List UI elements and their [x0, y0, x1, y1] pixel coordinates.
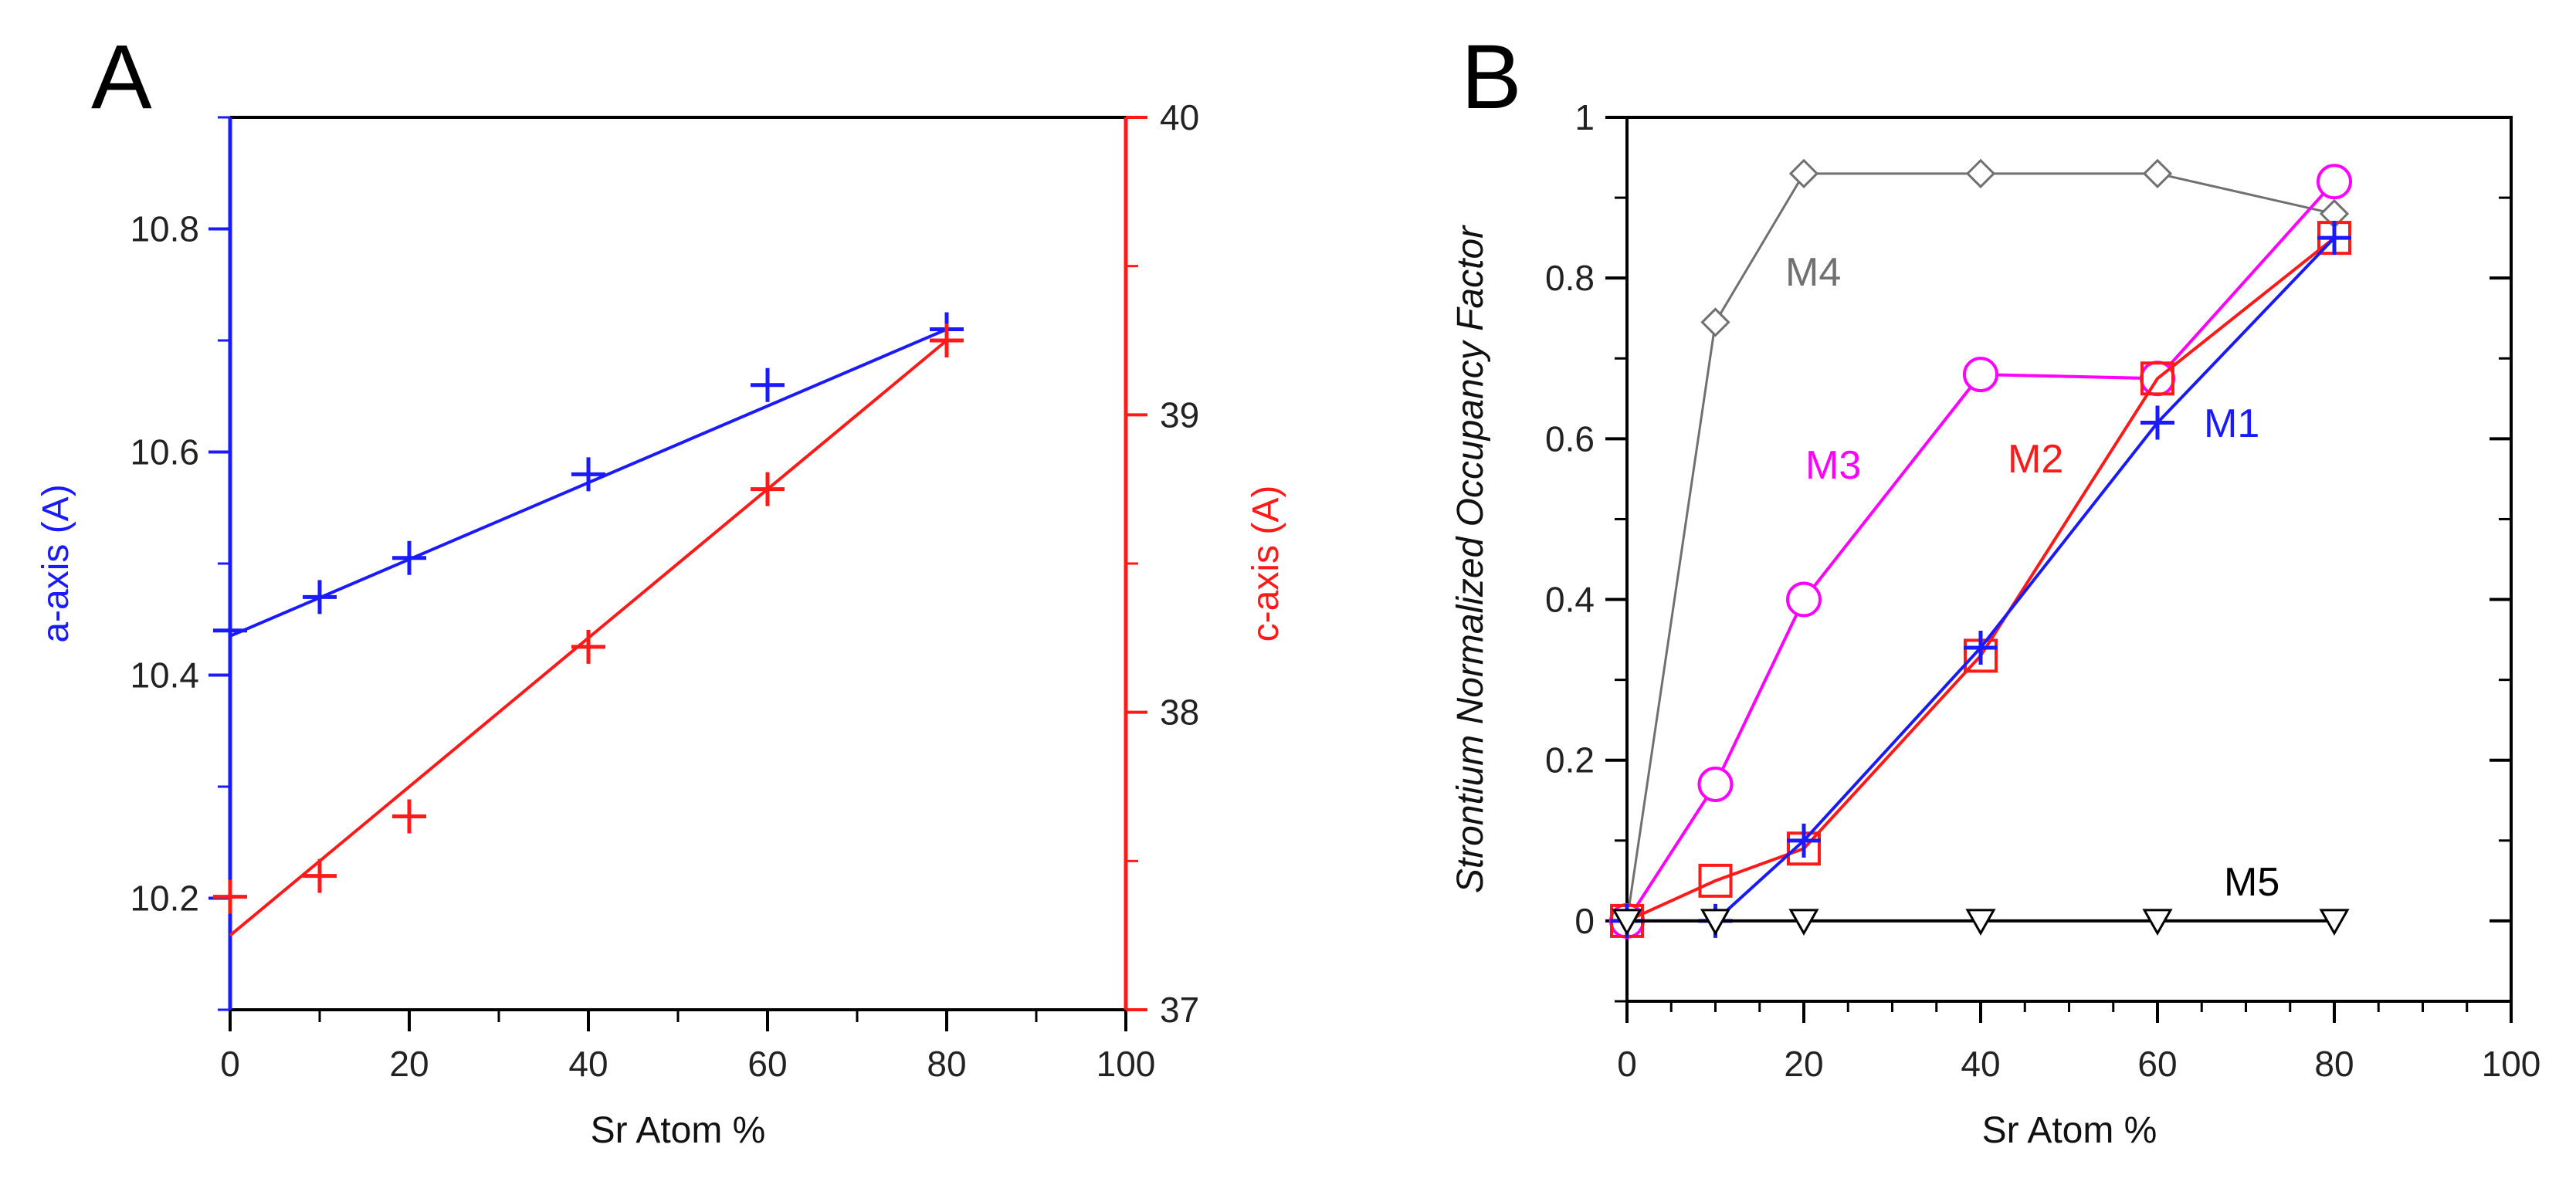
panel-b-y-tick-label: 0 — [1574, 901, 1595, 941]
panel-b-x-tick-label: 100 — [2482, 1044, 2541, 1084]
m3-line — [1625, 180, 2336, 922]
m3-point — [1697, 766, 1734, 802]
panel-a-left-tick-label: 10.4 — [130, 655, 199, 696]
c-axis-point — [392, 799, 426, 834]
panel-a-right-tick-label: 38 — [1160, 692, 1199, 733]
series-label-m2: M2 — [2008, 437, 2063, 482]
m1-point — [2140, 405, 2174, 440]
series-a-axis — [213, 312, 964, 648]
a-axis-point — [392, 540, 426, 575]
panel-b-series — [1609, 158, 2352, 939]
m1-point — [2317, 221, 2351, 256]
panel-a-left-tick-label: 10.8 — [130, 209, 199, 249]
panel-b-y-tick-label: 0.2 — [1545, 740, 1595, 780]
m5-point — [1700, 909, 1731, 936]
panel-b-x-tick-label: 40 — [1961, 1044, 2000, 1084]
c-axis-point — [930, 323, 964, 357]
m3-point — [1786, 581, 1822, 618]
panel-a-x-tick-label: 60 — [747, 1044, 787, 1084]
a-axis-point — [751, 367, 785, 402]
panel-a-x-ticks: 0 20 40 60 80 100 — [220, 1010, 1155, 1084]
m4-line — [1625, 172, 2335, 922]
panel-a-x-tick-label: 100 — [1096, 1044, 1156, 1084]
a-axis-point — [571, 457, 605, 492]
a-axis-point — [213, 613, 247, 648]
m4-point — [2142, 158, 2173, 188]
panel-b-y-tick-label: 0.6 — [1545, 418, 1595, 459]
m3-point — [2317, 164, 2352, 200]
panel-b-y-tick-label: 1 — [1574, 97, 1595, 137]
m2-point — [1698, 863, 1733, 898]
panel-b-x-axis-title: Sr Atom % — [1982, 1110, 2157, 1151]
panel-a-label: A — [91, 26, 152, 128]
c-axis-point — [751, 472, 785, 506]
panel-a-left-axis-title: a-axis (A) — [36, 484, 76, 642]
series-m4 — [1612, 158, 2350, 936]
panel-a: A 0 20 40 60 80 100 10.2 10.4 10.6 10.8 37 38 39 40… — [36, 26, 1286, 1151]
panel-b-x-tick-label: 60 — [2137, 1044, 2177, 1084]
panel-b-y-tick-label: 0.4 — [1545, 580, 1595, 620]
panel-a-right-tick-label: 39 — [1160, 394, 1199, 435]
m2-point — [2140, 361, 2174, 396]
panel-a-left-ticks: 10.2 10.4 10.6 10.8 — [130, 116, 230, 1011]
m5-point — [2319, 909, 2350, 936]
panel-b-label: B — [1461, 26, 1522, 128]
m4-point — [1965, 158, 1996, 188]
c-axis-point — [571, 629, 605, 664]
m4-point — [1788, 158, 1819, 188]
m1-point — [1964, 631, 1998, 665]
panel-a-x-tick-label: 40 — [568, 1044, 608, 1084]
panel-a-x-axis-title: Sr Atom % — [591, 1110, 766, 1151]
panel-a-x-tick-label: 20 — [389, 1044, 429, 1084]
m5-point — [1788, 909, 1819, 936]
panel-b-x-ticks: 0 20 40 60 80 100 — [1617, 1001, 2540, 1084]
series-c-axis — [213, 323, 964, 937]
c-axis-point — [303, 858, 337, 893]
m2-line — [1626, 236, 2336, 923]
panel-a-x-tick-label: 0 — [220, 1044, 240, 1084]
panel-b-x-tick-label: 80 — [2314, 1044, 2354, 1084]
m1-line — [1627, 236, 2336, 923]
series-label-m4: M4 — [1785, 250, 1841, 295]
panel-b-y-axis-title: Strontium Normalized Occupancy Factor — [1450, 225, 1491, 893]
m5-point — [1612, 909, 1642, 936]
a-axis-point — [303, 580, 337, 615]
panel-a-left-tick-label: 10.2 — [130, 879, 199, 919]
panel-b-y-tick-label: 0.8 — [1545, 258, 1595, 298]
panel-a-x-tick-label: 80 — [927, 1044, 966, 1084]
m3-point — [1963, 357, 1998, 393]
panel-a-right-axis-title: c-axis (A) — [1246, 486, 1286, 642]
m1-point — [1787, 823, 1821, 858]
panel-a-right-tick-label: 40 — [1160, 97, 1199, 137]
panel-a-right-ticks: 37 38 39 40 — [1126, 97, 1199, 1030]
series-m3 — [1609, 164, 2352, 939]
panel-b: B 0 20 40 60 80 100 00.20.40.60.81 Sr Atom % … — [1450, 26, 2540, 1151]
panel-a-series — [213, 312, 964, 937]
panel-b-y-ticks: 0 0.2 0.4 0.6 0.8 1 — [1545, 97, 2511, 1003]
series-label-m3: M3 — [1805, 443, 1861, 488]
series-m5 — [1612, 909, 2350, 936]
m4-point — [1700, 307, 1730, 337]
m5-point — [1965, 909, 1996, 936]
series-label-m1: M1 — [2204, 401, 2259, 446]
panel-b-x-tick-label: 20 — [1784, 1044, 1823, 1084]
series-label-m5: M5 — [2224, 860, 2279, 905]
panel-b-x-tick-label: 0 — [1617, 1044, 1637, 1084]
c-axis-point — [213, 879, 247, 914]
m5-point — [2142, 909, 2173, 936]
panel-a-left-tick-label: 10.6 — [130, 432, 199, 472]
panel-a-right-tick-label: 37 — [1160, 990, 1199, 1030]
